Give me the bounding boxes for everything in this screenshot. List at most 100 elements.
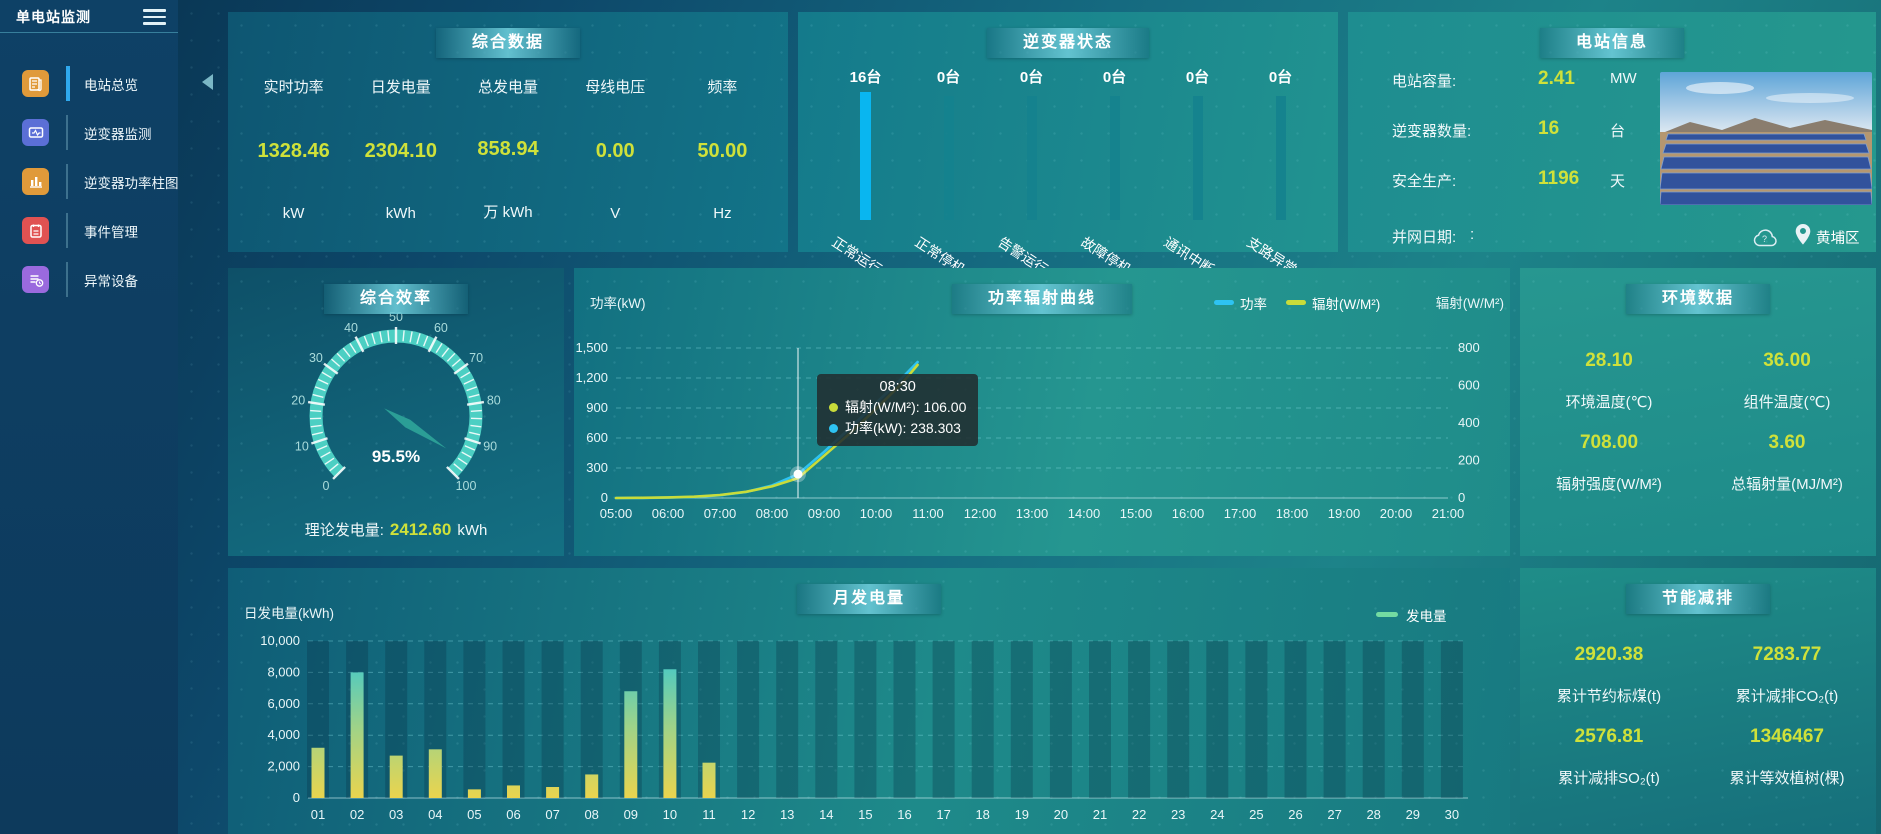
svg-text:30: 30 bbox=[309, 351, 323, 365]
svg-text:01: 01 bbox=[311, 807, 325, 822]
status-bar bbox=[1275, 96, 1286, 220]
svg-text:日发电量(kWh): 日发电量(kWh) bbox=[244, 606, 334, 621]
panel-environment: 环境数据 28.10 环境温度(℃) 36.00 组件温度(℃) 708.00 … bbox=[1520, 268, 1876, 556]
svg-text:300: 300 bbox=[586, 460, 608, 475]
svg-text:06: 06 bbox=[506, 807, 520, 822]
active-indicator bbox=[66, 66, 70, 101]
svg-text:10: 10 bbox=[295, 440, 309, 454]
panel-power-radiation: 功率辐射曲线 0 300 600 900 1,200 1,500 0 200 400 600 800… bbox=[574, 268, 1510, 556]
overview-metrics: 实时功率 1328.46 kW 日发电量 2304.10 kWh 总发电量 85… bbox=[240, 76, 776, 222]
svg-text:20: 20 bbox=[1054, 807, 1068, 822]
svg-text:90: 90 bbox=[483, 440, 497, 454]
sidebar-item-abnormal-device[interactable]: 异常设备 bbox=[0, 255, 178, 304]
panel-title: 环境数据 bbox=[1625, 284, 1771, 314]
station-overview-icon bbox=[22, 70, 49, 97]
svg-text:04: 04 bbox=[428, 807, 442, 822]
svg-text:4,000: 4,000 bbox=[267, 727, 300, 742]
svg-text:02: 02 bbox=[350, 807, 364, 822]
environment-metrics: 28.10 环境温度(℃) 36.00 组件温度(℃) 708.00 辐射强度(… bbox=[1520, 350, 1876, 514]
svg-text:40: 40 bbox=[344, 321, 358, 335]
svg-text:0: 0 bbox=[1458, 490, 1465, 505]
svg-text:09: 09 bbox=[624, 807, 638, 822]
metric-total-energy: 总发电量 858.94 万 kWh bbox=[477, 79, 539, 221]
sidebar-header: 单电站监测 bbox=[0, 0, 178, 33]
tooltip-radiation-row: 辐射(W/M²): 106.00 bbox=[829, 397, 966, 418]
co2-reduced: 7283.77 累计减排CO₂(t) bbox=[1735, 644, 1839, 705]
status-bar bbox=[1192, 96, 1203, 220]
svg-text:8,000: 8,000 bbox=[267, 664, 300, 679]
app-title: 单电站监测 bbox=[16, 9, 91, 25]
svg-text:600: 600 bbox=[586, 430, 608, 445]
item-divider bbox=[66, 164, 68, 199]
svg-text:15: 15 bbox=[858, 807, 872, 822]
svg-text:0: 0 bbox=[601, 490, 608, 505]
sidebar-item-label: 逆变器监测 bbox=[84, 126, 152, 142]
status-bar bbox=[860, 92, 871, 220]
svg-text:100: 100 bbox=[456, 479, 477, 493]
radiation-intensity: 708.00 辐射强度(W/M²) bbox=[1556, 432, 1662, 493]
chart-tooltip: 08:30 辐射(W/M²): 106.00 功率(kW): 238.303 bbox=[817, 374, 979, 446]
station-capacity-row: 电站容量: 2.41 MW bbox=[1392, 68, 1637, 90]
power-radiation-chart[interactable]: 0 300 600 900 1,200 1,500 0 200 400 600 800 05:00 06… bbox=[574, 268, 1510, 556]
svg-text:20: 20 bbox=[291, 394, 305, 408]
svg-text:08: 08 bbox=[584, 807, 598, 822]
sidebar-collapse-icon[interactable] bbox=[202, 74, 213, 90]
sidebar-item-event-management[interactable]: 事件管理 bbox=[0, 206, 178, 255]
panel-monthly-energy: 月发电量 日发电量(kWh) 发电量 0 2,000 4,000 6,000 8,000 10… bbox=[228, 568, 1510, 834]
sidebar-item-station-overview[interactable]: 电站总览 bbox=[0, 59, 178, 108]
svg-text:0: 0 bbox=[293, 790, 300, 805]
svg-text:18:00: 18:00 bbox=[1276, 506, 1309, 521]
status-bar bbox=[1026, 96, 1037, 220]
grid-date-row: 并网日期: : bbox=[1392, 226, 1475, 246]
sidebar-item-inverter-monitor[interactable]: 逆变器监测 bbox=[0, 108, 178, 157]
module-temp: 36.00 组件温度(℃) bbox=[1743, 350, 1831, 411]
svg-text:13: 13 bbox=[780, 807, 794, 822]
saving-metrics: 2920.38 累计节约标煤(t) 7283.77 累计减排CO₂(t) 257… bbox=[1520, 644, 1876, 808]
main-content: 综合数据 实时功率 1328.46 kW 日发电量 2304.10 kWh 总发… bbox=[178, 0, 1881, 834]
sidebar-item-label: 事件管理 bbox=[84, 224, 138, 240]
monthly-energy-chart[interactable]: 日发电量(kWh) 发电量 0 2,000 4,000 6,000 8,000 10,000 0… bbox=[228, 568, 1510, 834]
sidebar-item-label: 逆变器功率柱图 bbox=[84, 175, 179, 191]
location-pin-icon[interactable] bbox=[1795, 224, 1811, 250]
svg-text:12: 12 bbox=[741, 807, 755, 822]
sidebar-nav: 电站总览 逆变器监测 逆变器功率柱图 事 bbox=[0, 59, 179, 304]
svg-text:200: 200 bbox=[1458, 453, 1480, 468]
status-bar bbox=[1109, 96, 1120, 220]
svg-text:2,000: 2,000 bbox=[267, 759, 300, 774]
status-bar bbox=[943, 96, 954, 220]
weather-cloud-icon[interactable]: ? bbox=[1752, 229, 1779, 252]
svg-text:15:00: 15:00 bbox=[1120, 506, 1153, 521]
svg-text:09:00: 09:00 bbox=[808, 506, 841, 521]
hamburger-menu-icon[interactable] bbox=[143, 7, 166, 29]
status-bar-comm-lost: 0台 通讯中断 bbox=[1161, 69, 1217, 278]
metric-daily-energy: 日发电量 2304.10 kWh bbox=[364, 79, 437, 222]
status-bar-normal-stop: 0台 正常停机 bbox=[912, 69, 968, 278]
svg-text:19: 19 bbox=[1015, 807, 1029, 822]
svg-text:07: 07 bbox=[545, 807, 559, 822]
item-divider bbox=[66, 213, 68, 248]
svg-text:400: 400 bbox=[1458, 415, 1480, 430]
svg-text:6,000: 6,000 bbox=[267, 696, 300, 711]
svg-text:60: 60 bbox=[434, 321, 448, 335]
svg-text:10,000: 10,000 bbox=[260, 633, 300, 648]
sidebar-item-label: 电站总览 bbox=[84, 77, 138, 93]
svg-text:27: 27 bbox=[1327, 807, 1341, 822]
svg-text:功率(kW): 功率(kW) bbox=[590, 295, 645, 311]
env-temp: 28.10 环境温度(℃) bbox=[1565, 350, 1653, 411]
solar-farm-photo bbox=[1660, 72, 1872, 205]
svg-text:03: 03 bbox=[389, 807, 403, 822]
svg-text:11:00: 11:00 bbox=[912, 506, 944, 521]
inverter-status-chart[interactable]: 16台 正常运行 0台 正常停机 0台 告警运行 0台 故障停机 bbox=[824, 58, 1322, 278]
trees-equivalent: 1346467 累计等效植树(棵) bbox=[1729, 726, 1845, 787]
svg-text:23: 23 bbox=[1171, 807, 1185, 822]
svg-text:900: 900 bbox=[586, 400, 608, 415]
svg-text:辐射(W/M²): 辐射(W/M²) bbox=[1436, 296, 1504, 311]
svg-text:21:00: 21:00 bbox=[1432, 506, 1465, 521]
svg-text:1,200: 1,200 bbox=[575, 370, 608, 385]
radiation-dot-icon bbox=[829, 403, 838, 412]
svg-text:18: 18 bbox=[975, 807, 989, 822]
sidebar-item-inverter-power-bars[interactable]: 逆变器功率柱图 bbox=[0, 157, 179, 206]
svg-text:19:00: 19:00 bbox=[1328, 506, 1361, 521]
